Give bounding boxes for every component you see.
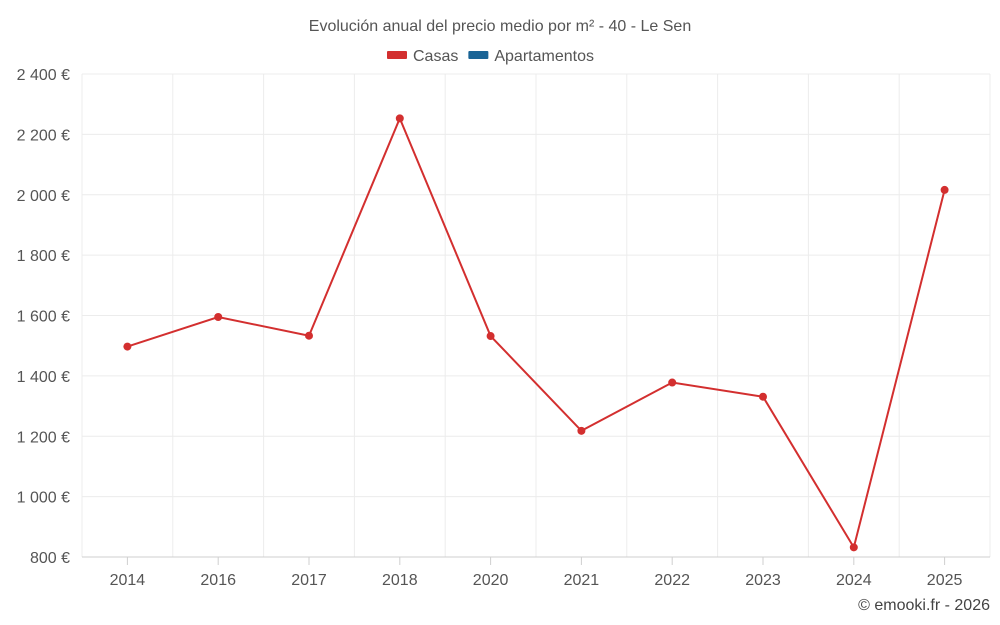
legend: Casas Apartamentos <box>387 48 594 65</box>
x-tick-label: 2022 <box>654 572 690 589</box>
y-tick-label: 800 € <box>30 550 70 567</box>
series-layer <box>123 114 949 552</box>
x-tick-label: 2020 <box>473 572 509 589</box>
data-point[interactable] <box>577 426 586 435</box>
data-point[interactable] <box>849 543 858 552</box>
x-tick-label: 2021 <box>564 572 600 589</box>
chart-title: Evolución anual del precio medio por m² … <box>309 18 691 35</box>
data-point[interactable] <box>759 392 767 401</box>
y-tick-label: 1 400 € <box>17 369 70 386</box>
credit-text: © emooki.fr - 2026 <box>858 597 990 614</box>
y-tick-label: 1 600 € <box>17 309 70 326</box>
x-tick-label: 2018 <box>382 572 418 589</box>
data-point[interactable] <box>668 378 677 387</box>
legend-item-casas[interactable]: Casas <box>387 48 458 65</box>
x-tick-label: 2024 <box>836 572 872 589</box>
x-tick-label: 2016 <box>200 572 236 589</box>
y-axis: 800 € 1 000 € 1 200 € 1 400 € 1 600 € 1 800 €… <box>17 67 70 567</box>
series-line <box>127 115 946 550</box>
legend-item-apartamentos[interactable]: Apartamentos <box>468 48 594 65</box>
legend-label: Apartamentos <box>494 48 594 65</box>
x-tick-label: 2017 <box>291 572 327 589</box>
data-point[interactable] <box>486 332 495 341</box>
x-gridlines <box>81 74 991 557</box>
legend-swatch <box>468 51 489 59</box>
x-tick-label: 2025 <box>927 572 963 589</box>
y-tick-label: 2 000 € <box>17 188 70 205</box>
data-point[interactable] <box>940 185 949 194</box>
legend-swatch <box>387 51 407 59</box>
data-point[interactable] <box>395 114 404 123</box>
x-tick-label: 2014 <box>110 572 146 589</box>
data-point[interactable] <box>214 313 223 322</box>
y-tick-label: 1 000 € <box>17 490 70 507</box>
y-tick-label: 2 200 € <box>17 127 70 144</box>
x-tick-label: 2023 <box>745 572 781 589</box>
y-tick-label: 1 800 € <box>17 248 70 265</box>
series-casas <box>123 114 949 552</box>
y-tick-label: 1 200 € <box>17 429 70 446</box>
x-axis: 2014 2016 2017 2018 2020 2021 2022 2023 2024 2025 <box>110 557 963 589</box>
data-point[interactable] <box>305 331 313 340</box>
y-tick-label: 2 400 € <box>17 67 70 84</box>
data-point[interactable] <box>123 342 132 351</box>
legend-label: Casas <box>413 48 458 65</box>
